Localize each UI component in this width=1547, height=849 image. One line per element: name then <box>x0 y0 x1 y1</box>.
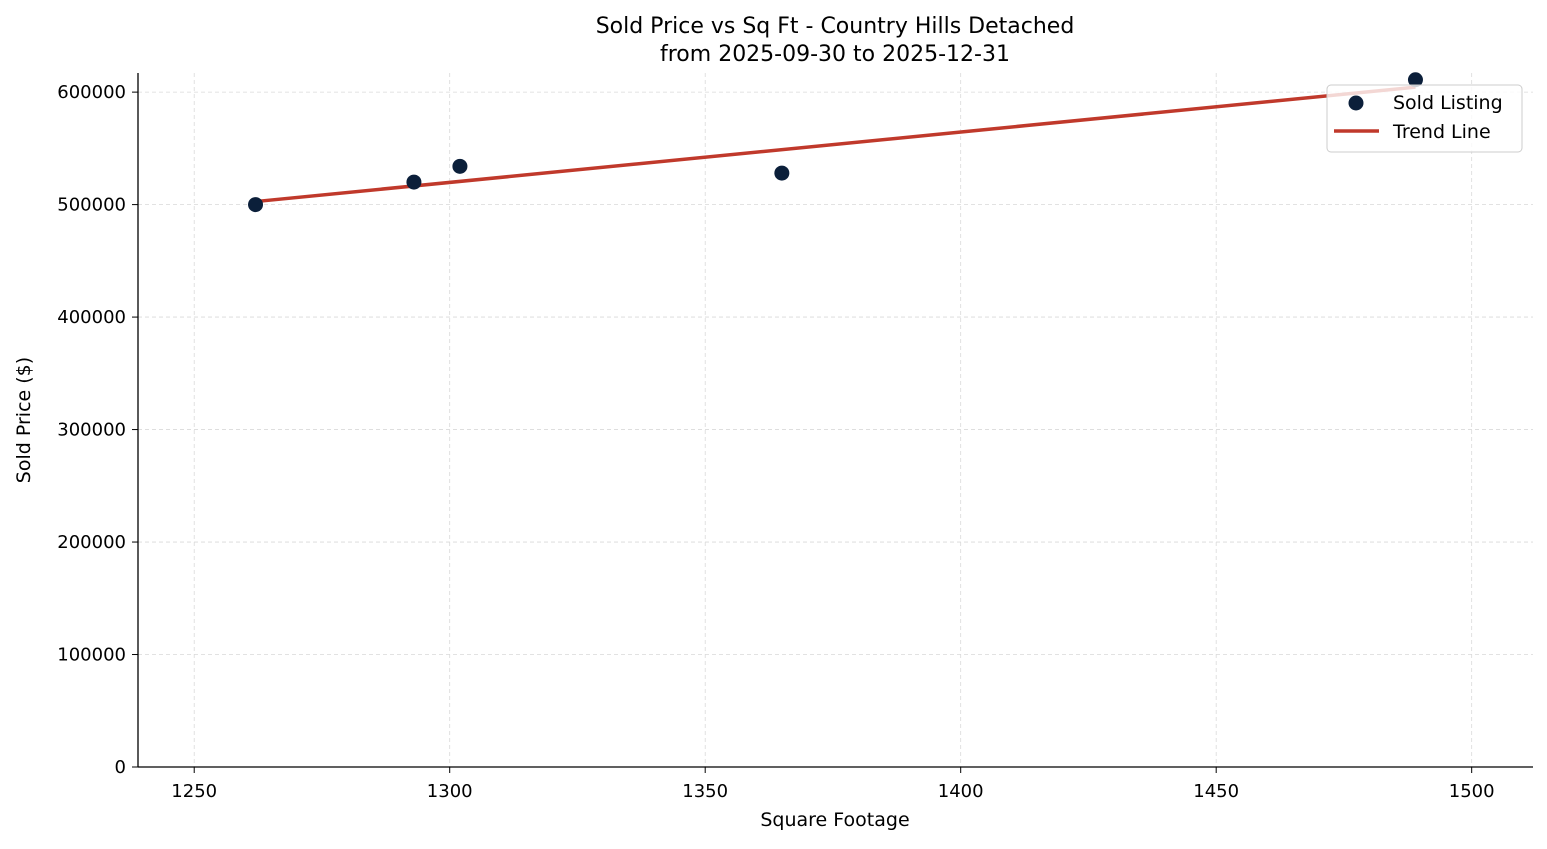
x-tick-label: 1450 <box>1193 781 1239 802</box>
data-point <box>774 165 790 181</box>
legend-marker-sold-listing <box>1348 95 1364 111</box>
y-tick-label: 400000 <box>57 307 126 328</box>
y-tick-label: 200000 <box>57 532 126 553</box>
data-point <box>406 174 422 190</box>
legend-label-trend-line: Trend Line <box>1392 121 1491 143</box>
x-tick-label: 1400 <box>938 781 984 802</box>
x-tick-label: 1300 <box>427 781 473 802</box>
trend-line <box>255 85 1416 204</box>
x-tick-label: 1500 <box>1449 781 1495 802</box>
chart-subtitle: from 2025-09-30 to 2025-12-31 <box>660 42 1010 67</box>
data-point <box>452 158 468 174</box>
legend-box <box>1326 84 1523 153</box>
x-tick-label: 1350 <box>682 781 728 802</box>
grid <box>138 73 1533 768</box>
x-axis-label: Square Footage <box>760 809 909 831</box>
y-axis-label: Sold Price ($) <box>13 357 35 483</box>
y-tick-label: 0 <box>115 757 126 778</box>
data-point <box>248 197 264 213</box>
y-tick-label: 300000 <box>57 420 126 441</box>
chart-title: Sold Price vs Sq Ft - Country Hills Deta… <box>596 14 1075 39</box>
y-ticks: 0 100000 200000 300000 400000 500000 600000 <box>57 82 138 778</box>
points-layer <box>248 72 1423 213</box>
y-tick-label: 500000 <box>57 195 126 216</box>
data-point <box>1407 72 1423 88</box>
legend-label-sold-listing: Sold Listing <box>1393 92 1503 114</box>
trend-line-layer <box>255 85 1416 204</box>
y-tick-label: 100000 <box>57 645 126 666</box>
y-tick-label: 600000 <box>57 82 126 103</box>
x-ticks: 1250 1300 1350 1400 1450 1500 <box>171 767 1495 802</box>
x-tick-label: 1250 <box>171 781 217 802</box>
legend: Sold Listing Trend Line <box>1326 84 1523 153</box>
